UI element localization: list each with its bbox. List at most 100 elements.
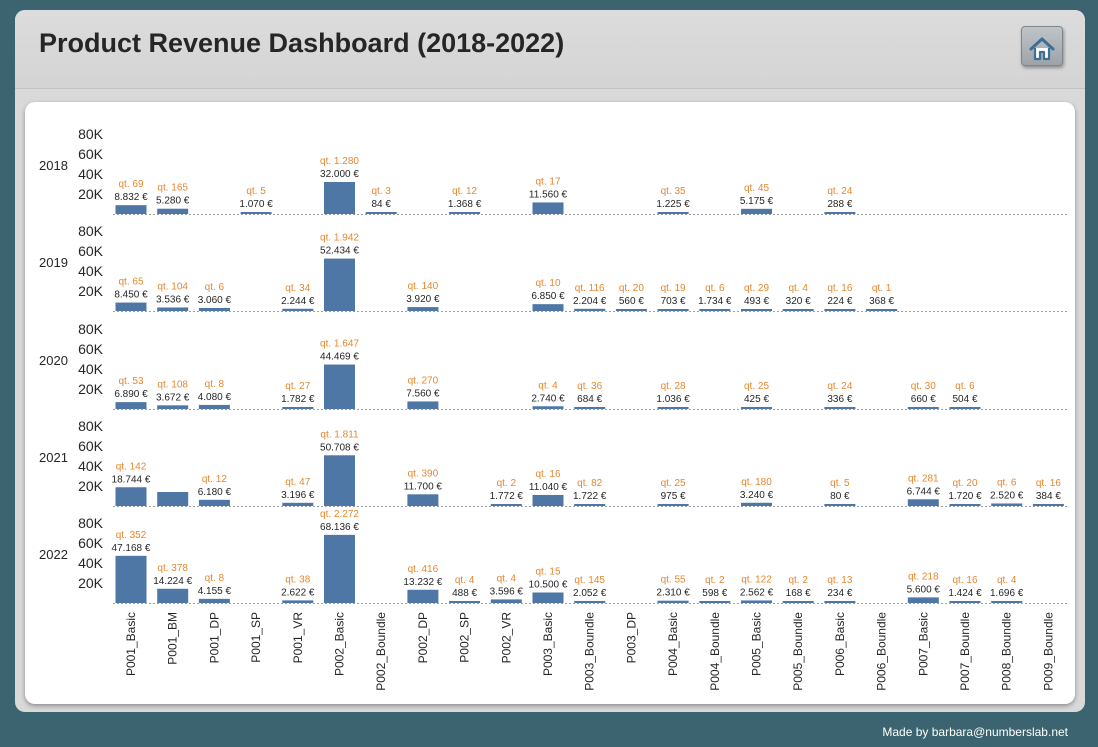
y-tick-label-y2022: 20K — [78, 575, 104, 591]
bar-y2019-P002_DP — [407, 307, 439, 311]
category-label-P004_Basic: P004_Basic — [666, 612, 680, 676]
category-label-P006_Basic: P006_Basic — [833, 612, 847, 676]
bar-y2018-P006_Basic — [824, 212, 856, 214]
bar-y2018-P005_Basic — [741, 208, 772, 214]
revenue-label-y2019-P001_DP: 3.060 € — [198, 295, 232, 306]
quantity-label-y2022-P001_BM: qt. 378 — [157, 563, 188, 574]
revenue-label-y2020-P003_Boundle: 684 € — [577, 394, 602, 405]
revenue-label-y2021-P008_Boundle: 2.520 € — [990, 490, 1024, 501]
category-label-P006_Boundle: P006_Boundle — [875, 612, 889, 691]
quantity-label-y2019-P005_Boundle: qt. 4 — [788, 283, 808, 294]
y-tick-label-y2022: 80K — [78, 515, 104, 531]
y-tick-label-y2020: 60K — [78, 341, 104, 357]
home-icon — [1029, 37, 1055, 60]
quantity-label-y2021-P001_Basic: qt. 142 — [116, 461, 147, 472]
category-label-P008_Boundle: P008_Boundle — [1000, 612, 1014, 691]
revenue-label-y2019-P006_Boundle: 368 € — [869, 296, 894, 307]
category-label-P007_Basic: P007_Basic — [916, 612, 930, 676]
revenue-label-y2021-P006_Basic: 80 € — [830, 491, 850, 502]
quantity-label-y2022-P002_VR: qt. 4 — [497, 573, 517, 584]
quantity-label-y2022-P007_Boundle: qt. 16 — [952, 575, 977, 586]
revenue-label-y2019-P004_Boundle: 1.734 € — [698, 296, 732, 307]
bar-y2020-P005_Basic — [741, 407, 772, 409]
bar-y2020-P006_Basic — [824, 407, 856, 409]
bar-y2021-P002_VR — [490, 504, 522, 506]
category-label-P003_Boundle: P003_Boundle — [583, 612, 597, 691]
quantity-label-y2019-P003_Boundle: qt. 116 — [575, 283, 605, 294]
quantity-label-y2021-P008_Boundle: qt. 6 — [997, 477, 1017, 488]
category-label-P003_DP: P003_DP — [624, 612, 638, 663]
y-tick-label-y2019: 80K — [78, 223, 104, 239]
quantity-label-y2022-P001_Basic: qt. 352 — [116, 530, 147, 541]
quantity-label-y2019-P001_VR: qt. 34 — [285, 283, 310, 294]
category-label-P007_Boundle: P007_Boundle — [958, 612, 972, 691]
year-label-2021: 2021 — [39, 450, 68, 465]
bar-y2022-P002_VR — [490, 599, 522, 603]
y-tick-label-y2019: 60K — [78, 243, 104, 259]
revenue-chart: 80K 60K 40K 20K 2018 8.832 € qt. 69 5.280 € qt. … — [39, 126, 1067, 691]
revenue-label-y2019-P003_DP: 560 € — [619, 296, 644, 307]
y-tick-label-y2019: 40K — [78, 263, 104, 279]
quantity-label-y2022-P002_Basic: qt. 2.272 — [320, 509, 359, 520]
revenue-label-y2020-P004_Basic: 1.036 € — [656, 394, 690, 405]
bar-y2020-P002_Basic — [324, 364, 355, 409]
revenue-label-y2018-P005_Basic: 5.175 € — [740, 196, 774, 207]
category-label-P009_Boundle: P009_Boundle — [1041, 612, 1055, 691]
revenue-label-y2018-P002_Basic: 32.000 € — [320, 169, 359, 180]
revenue-label-y2019-P001_BM: 3.536 € — [156, 294, 190, 305]
quantity-label-y2018-P005_Basic: qt. 45 — [744, 183, 769, 194]
category-label-P002_VR: P002_VR — [499, 612, 513, 664]
bar-y2020-P007_Basic — [907, 407, 939, 409]
quantity-label-y2019-P003_Basic: qt. 10 — [535, 278, 560, 289]
revenue-label-y2019-P005_Basic: 493 € — [744, 296, 769, 307]
bar-y2021-P003_Boundle — [574, 504, 606, 506]
revenue-label-y2021-P009_Boundle: 384 € — [1036, 491, 1061, 502]
revenue-label-y2019-P005_Boundle: 320 € — [786, 296, 811, 307]
category-label-P005_Boundle: P005_Boundle — [791, 612, 805, 691]
home-button[interactable] — [1021, 26, 1063, 66]
quantity-label-y2018-P002_SP: qt. 12 — [452, 186, 477, 197]
revenue-label-y2022-P004_Basic: 2.310 € — [656, 588, 690, 599]
revenue-label-y2018-P001_SP: 1.070 € — [239, 199, 273, 210]
y-tick-label-y2020: 40K — [78, 361, 104, 377]
bar-y2019-P006_Boundle — [866, 309, 898, 311]
bar-y2021-P005_Basic — [741, 502, 772, 506]
revenue-label-y2021-P001_VR: 3.196 € — [281, 490, 315, 501]
quantity-label-y2019-P002_DP: qt. 140 — [408, 281, 439, 292]
bar-y2021-P006_Basic — [824, 504, 856, 506]
revenue-label-y2020-P002_DP: 7.560 € — [406, 388, 440, 399]
revenue-label-y2020-P007_Basic: 660 € — [911, 394, 936, 405]
category-label-P004_Boundle: P004_Boundle — [708, 612, 722, 691]
bar-y2020-P001_VR — [282, 407, 314, 409]
page-title: Product Revenue Dashboard (2018-2022) — [39, 28, 565, 58]
category-label-P001_BM: P001_BM — [166, 612, 180, 665]
bar-y2021-P007_Boundle — [949, 504, 981, 506]
quantity-label-y2022-P007_Basic: qt. 218 — [908, 571, 939, 582]
bar-y2019-P004_Boundle — [699, 309, 731, 311]
quantity-label-y2020-P007_Boundle: qt. 6 — [955, 381, 975, 392]
revenue-label-y2021-P007_Basic: 6.744 € — [907, 486, 941, 497]
bar-y2022-P001_VR — [282, 600, 314, 603]
revenue-label-y2020-P001_DP: 4.080 € — [198, 392, 232, 403]
revenue-label-y2021-P002_DP: 11.700 € — [404, 481, 443, 492]
quantity-label-y2021-P004_Basic: qt. 25 — [661, 478, 686, 489]
revenue-label-y2018-P002_Boundle: 84 € — [371, 199, 391, 210]
bar-y2021-P001_VR — [282, 502, 314, 506]
bar-y2022-P001_BM — [157, 588, 189, 603]
revenue-label-y2022-P002_Basic: 68.136 € — [320, 522, 359, 533]
quantity-label-y2020-P001_DP: qt. 8 — [205, 379, 225, 390]
category-label-P001_VR: P001_VR — [291, 612, 305, 664]
revenue-label-y2020-P001_BM: 3.672 € — [156, 392, 190, 403]
quantity-label-y2022-P005_Basic: qt. 122 — [741, 574, 772, 585]
revenue-label-y2019-P003_Boundle: 2.204 € — [573, 296, 607, 307]
bar-y2022-P001_DP — [198, 598, 230, 603]
bar-y2018-P001_SP — [240, 212, 272, 214]
quantity-label-y2019-P001_DP: qt. 6 — [205, 282, 225, 293]
bar-y2018-P002_Boundle — [365, 212, 397, 214]
revenue-label-y2021-P004_Basic: 975 € — [661, 491, 686, 502]
quantity-label-y2019-P006_Basic: qt. 16 — [827, 283, 852, 294]
quantity-label-y2022-P001_DP: qt. 8 — [205, 573, 225, 584]
header-bar: Product Revenue Dashboard (2018-2022) — [15, 10, 1085, 89]
bar-y2022-P002_DP — [407, 589, 439, 603]
revenue-label-y2019-P002_Basic: 52.434 € — [320, 246, 359, 257]
